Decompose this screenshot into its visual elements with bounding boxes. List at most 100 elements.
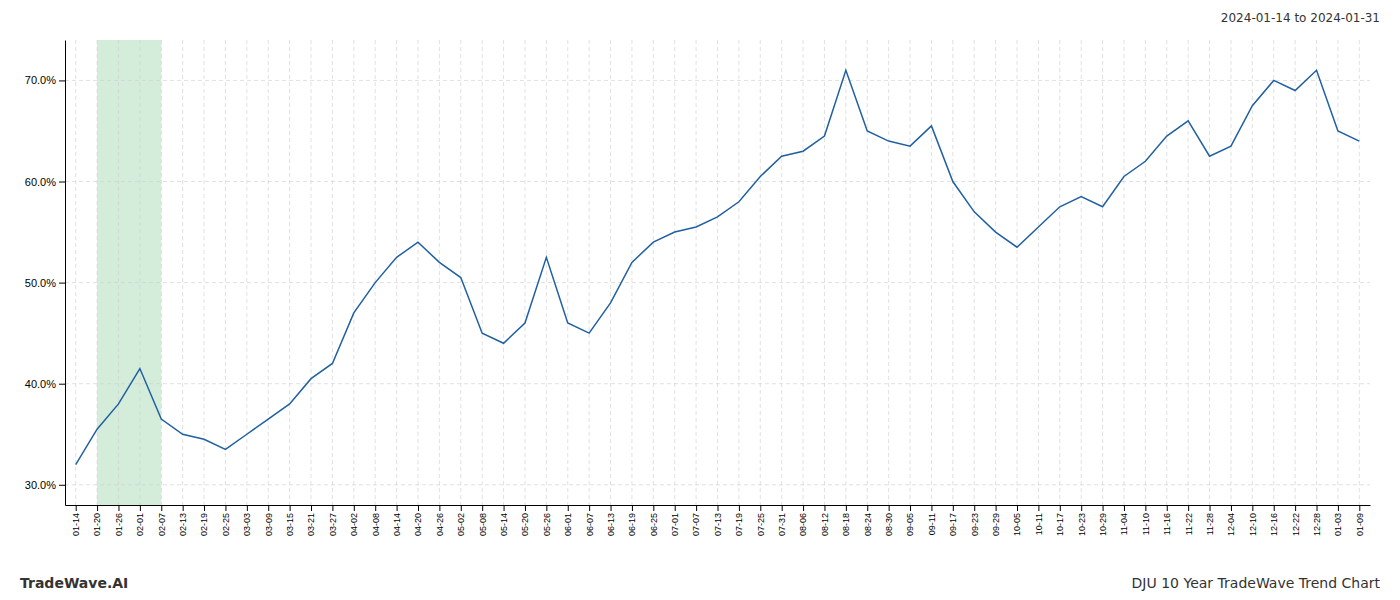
tick-mark — [653, 505, 654, 511]
tick: 08-06 — [798, 505, 808, 536]
tick-label: 09-23 — [970, 513, 980, 536]
grid-line — [781, 40, 782, 505]
tick-label: 09-29 — [991, 513, 1001, 536]
tick: 40.0% — [25, 378, 65, 390]
grid-line — [1273, 40, 1274, 505]
subtitle: 2024-01-14 to 2024-01-31 — [1221, 11, 1380, 25]
tick-mark — [931, 505, 932, 511]
tick: 09-29 — [991, 505, 1001, 536]
line — [76, 70, 1360, 464]
tick: 50.0% — [25, 277, 65, 289]
tick-mark — [632, 505, 633, 511]
tick: 11-22 — [1184, 505, 1194, 535]
tick: 12-04 — [1226, 505, 1236, 536]
tick-label: 05-14 — [499, 513, 509, 536]
tick: 05-02 — [456, 505, 466, 536]
grid-line — [674, 40, 675, 505]
tick-mark — [354, 505, 355, 511]
grid-line — [845, 40, 846, 505]
tick-label: 03-09 — [264, 513, 274, 536]
tick: 07-25 — [756, 505, 766, 536]
tick-label: 02-19 — [199, 513, 209, 536]
grid-line — [396, 40, 397, 505]
tick-label: 04-02 — [349, 513, 359, 536]
grid-line — [311, 40, 312, 505]
tick-label: 12-10 — [1248, 513, 1258, 536]
tick: 02-13 — [178, 505, 188, 536]
tick-mark — [76, 505, 77, 511]
tick: 08-12 — [820, 505, 830, 536]
grid-line — [931, 40, 932, 505]
grid-line — [1081, 40, 1082, 505]
tick-label: 06-19 — [627, 513, 637, 536]
grid-line — [1123, 40, 1124, 505]
tick: 07-31 — [777, 505, 787, 536]
grid-line — [1038, 40, 1039, 505]
tick: 12-22 — [1291, 505, 1301, 536]
tick-mark — [1188, 505, 1189, 511]
tick-label: 08-18 — [841, 513, 851, 536]
grid-line — [867, 40, 868, 505]
tick: 09-17 — [948, 505, 958, 536]
tick-label: 08-06 — [798, 513, 808, 536]
tick-mark — [696, 505, 697, 511]
tick-label: 11-28 — [1205, 513, 1215, 535]
tick: 04-20 — [413, 505, 423, 536]
tick: 07-01 — [670, 505, 680, 536]
tick-mark — [59, 485, 65, 486]
grid-line — [1252, 40, 1253, 505]
tick-label: 01-26 — [114, 513, 124, 536]
tick: 10-05 — [1012, 505, 1022, 536]
tick-label: 02-07 — [157, 513, 167, 536]
tick-mark — [1124, 505, 1125, 511]
tick: 03-03 — [242, 505, 252, 536]
tick: 12-16 — [1269, 505, 1279, 536]
tick-mark — [1038, 505, 1039, 511]
tick-label: 11-10 — [1141, 513, 1151, 535]
tick: 08-18 — [841, 505, 851, 536]
grid-line — [803, 40, 804, 505]
grid-line — [1145, 40, 1146, 505]
grid-line — [824, 40, 825, 505]
tick-mark — [268, 505, 269, 511]
tick-label: 30.0% — [25, 479, 56, 491]
grid-line — [118, 40, 119, 505]
tick: 06-13 — [606, 505, 616, 536]
tick: 09-05 — [905, 505, 915, 536]
tick-mark — [824, 505, 825, 511]
tick-mark — [59, 384, 65, 385]
grid-line — [75, 40, 76, 505]
tick-mark — [1145, 505, 1146, 511]
annotation: TradeWave.AI — [20, 575, 128, 591]
tick-mark — [247, 505, 248, 511]
tick-mark — [290, 505, 291, 511]
tick-label: 08-30 — [884, 513, 894, 536]
grid-line — [524, 40, 525, 505]
tick-mark — [225, 505, 226, 511]
tick-label: 07-13 — [713, 513, 723, 536]
grid-line — [503, 40, 504, 505]
tick-label: 01-14 — [71, 513, 81, 536]
grid-line — [375, 40, 376, 505]
tick: 05-26 — [542, 505, 552, 536]
tick-mark — [910, 505, 911, 511]
tick-label: 02-13 — [178, 513, 188, 536]
grid-line — [717, 40, 718, 505]
tick: 07-19 — [734, 505, 744, 536]
tick: 01-03 — [1333, 505, 1343, 536]
grid-line — [417, 40, 418, 505]
tick: 10-29 — [1098, 505, 1108, 536]
tick-label: 09-05 — [905, 513, 915, 536]
grid-line — [1359, 40, 1360, 505]
tick: 60.0% — [25, 176, 65, 188]
tick-label: 12-28 — [1312, 513, 1322, 536]
tick: 11-16 — [1162, 505, 1172, 535]
tick-mark — [760, 505, 761, 511]
tick: 05-14 — [499, 505, 509, 536]
tick-mark — [1274, 505, 1275, 511]
tick-mark — [1167, 505, 1168, 511]
tick: 70.0% — [25, 74, 65, 86]
tick-label: 06-13 — [606, 513, 616, 536]
grid-line — [225, 40, 226, 505]
tick-mark — [1017, 505, 1018, 511]
